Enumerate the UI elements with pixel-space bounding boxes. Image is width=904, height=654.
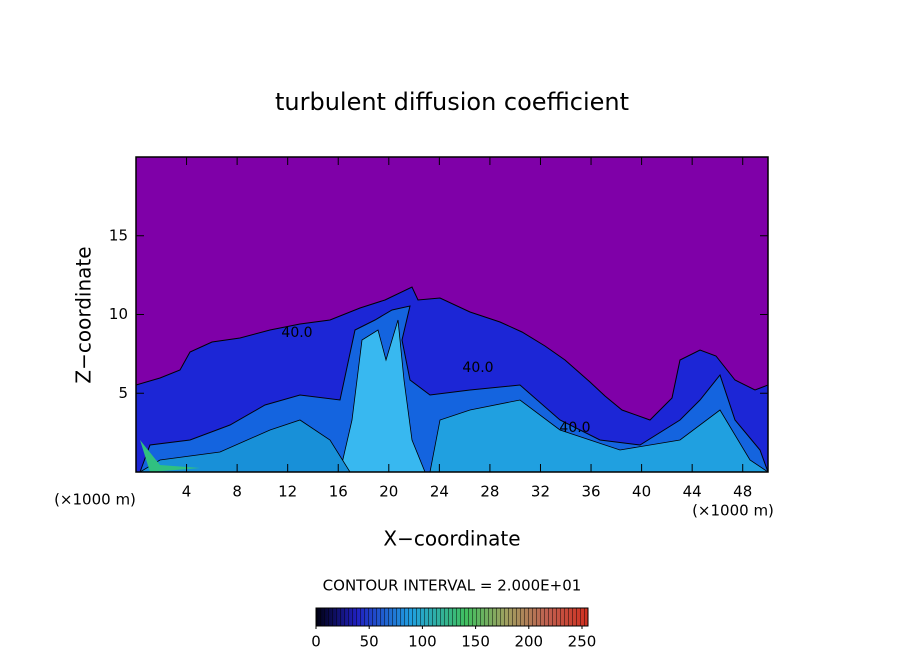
x-tick-label: 4: [182, 483, 192, 501]
field: [136, 157, 768, 472]
contour-interval: CONTOUR INTERVAL = 2.000E+01: [323, 577, 582, 595]
x-axis-label: X−coordinate: [383, 527, 520, 551]
x-tick-label: 36: [581, 483, 600, 501]
colorbar-frame: [315, 607, 589, 627]
x-tick-label: 8: [232, 483, 242, 501]
y-tick-label: 10: [109, 305, 128, 323]
colorbar-tick-label: 0: [311, 633, 321, 651]
x-tick-label: 20: [379, 483, 398, 501]
x-tick-label: 12: [278, 483, 297, 501]
colorbar-tick-label: 100: [408, 633, 437, 651]
y-tick-label: 5: [118, 384, 128, 402]
contour-label: 40.0: [281, 325, 312, 341]
colorbar-stripes: [316, 608, 588, 626]
y-tick-label: 15: [109, 226, 128, 244]
x-tick-label: 48: [733, 483, 752, 501]
colorbar-tick-label: 200: [514, 633, 543, 651]
colorbar-tick-label: 50: [360, 633, 379, 651]
x-tick-label: 44: [683, 483, 702, 501]
colorbar-tick-label: 150: [461, 633, 490, 651]
x-tick-label: 24: [430, 483, 449, 501]
chart-title: turbulent diffusion coefficient: [275, 88, 629, 116]
x-tick-label: 28: [480, 483, 499, 501]
contour-label: 40.0: [559, 420, 590, 436]
colorbar-tick-label: 250: [568, 633, 597, 651]
x-unit-left: (×1000 m): [54, 491, 136, 509]
x-unit-right: (×1000 m): [692, 502, 774, 520]
y-axis-label: Z−coordinate: [72, 246, 96, 383]
x-tick-label: 16: [329, 483, 348, 501]
x-tick-label: 40: [632, 483, 651, 501]
x-tick-label: 32: [531, 483, 550, 501]
contour-label: 40.0: [462, 360, 493, 376]
